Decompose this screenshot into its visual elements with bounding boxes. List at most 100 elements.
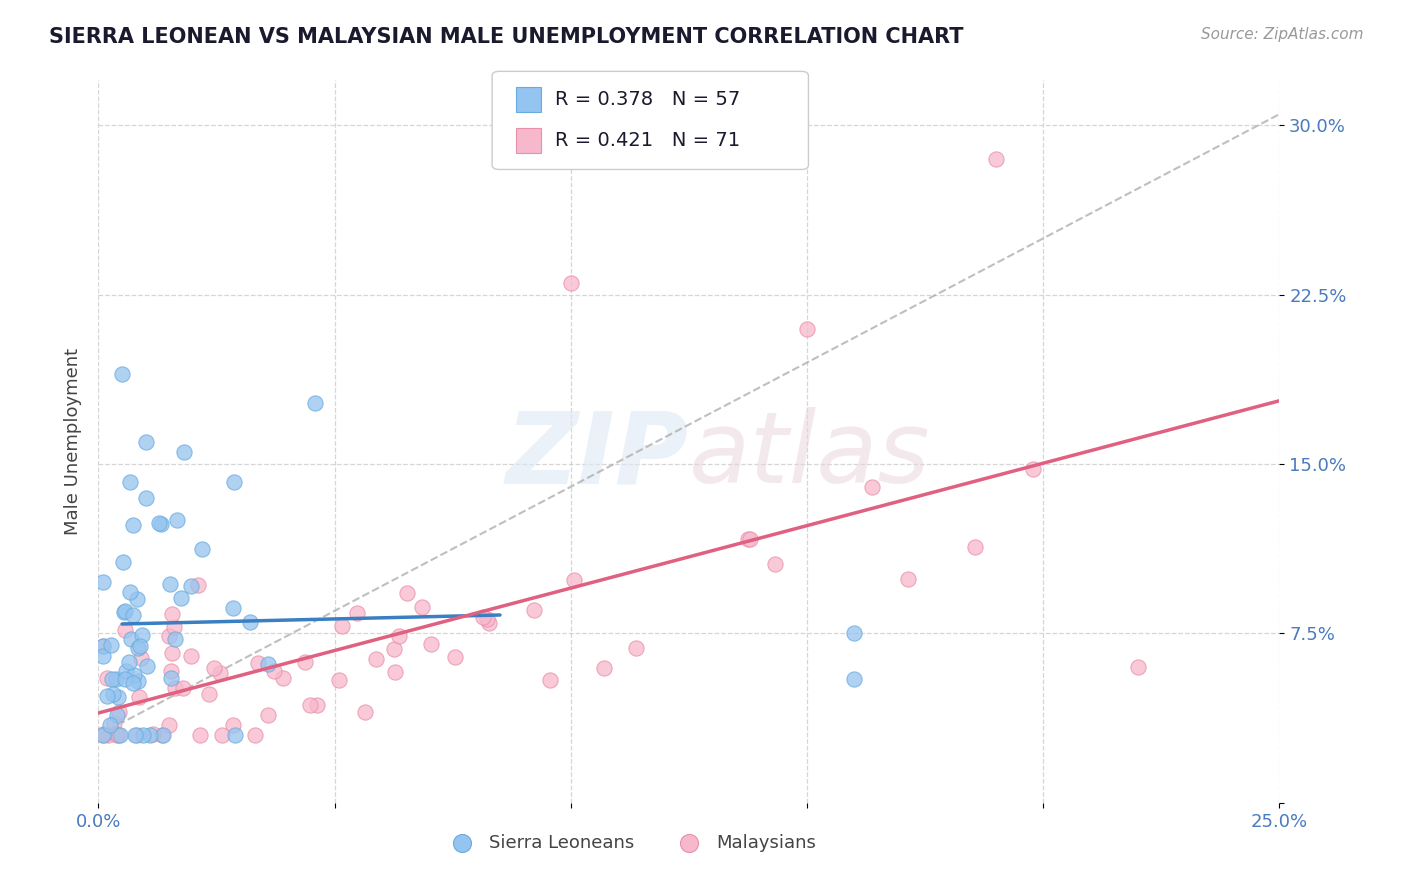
Point [96, 690, 118, 704]
Point [108, 705, 131, 719]
Point [100, 638, 122, 652]
Point [104, 727, 127, 741]
Point [239, 615, 262, 629]
Point [246, 656, 269, 670]
Point [135, 659, 157, 673]
Point [128, 690, 150, 704]
Point [304, 396, 326, 410]
Point [114, 664, 136, 678]
Point [796, 321, 818, 335]
Point [180, 648, 202, 663]
Point [125, 728, 148, 742]
Point [388, 629, 411, 643]
Point [91, 574, 114, 589]
Point [763, 557, 786, 571]
Point [108, 728, 131, 742]
Point [114, 672, 136, 686]
Text: ZIP: ZIP [506, 408, 689, 505]
Point [420, 637, 443, 651]
Point [111, 367, 134, 381]
Point [222, 718, 245, 732]
Point [121, 517, 143, 532]
Point [472, 609, 495, 624]
Point [190, 541, 212, 556]
Point [844, 626, 866, 640]
Point [172, 681, 194, 696]
Point [91, 728, 114, 742]
Point [198, 687, 221, 701]
Point [224, 728, 246, 742]
Point [118, 585, 141, 599]
Point [170, 591, 193, 606]
Point [478, 615, 501, 630]
Point [294, 655, 316, 669]
Point [112, 605, 135, 619]
Point [117, 655, 139, 669]
Point [114, 604, 136, 618]
Point [107, 728, 129, 742]
Point [148, 516, 170, 530]
Point [157, 717, 180, 731]
Point [91, 727, 114, 741]
Point [91, 648, 114, 663]
Point [208, 665, 231, 680]
Text: atlas: atlas [689, 408, 931, 505]
Point [160, 671, 183, 685]
Point [245, 728, 267, 742]
Point [122, 608, 145, 623]
Point [105, 707, 128, 722]
Point [142, 727, 165, 741]
Point [384, 665, 406, 679]
Point [107, 690, 129, 704]
Point [332, 618, 354, 632]
Point [152, 728, 174, 742]
Legend: Sierra Leoneans, Malaysians: Sierra Leoneans, Malaysians [437, 826, 823, 859]
Point [444, 649, 467, 664]
Text: SIERRA LEONEAN VS MALAYSIAN MALE UNEMPLOYMENT CORRELATION CHART: SIERRA LEONEAN VS MALAYSIAN MALE UNEMPLO… [49, 27, 963, 46]
Point [165, 681, 187, 695]
Point [118, 475, 141, 490]
Point [860, 480, 883, 494]
Point [124, 728, 146, 742]
Point [562, 573, 585, 587]
Point [257, 708, 280, 723]
Point [560, 277, 582, 291]
Point [222, 600, 245, 615]
Point [163, 620, 186, 634]
Point [263, 664, 285, 678]
Point [103, 687, 125, 701]
Point [129, 639, 152, 653]
Point [396, 586, 419, 600]
Point [844, 672, 866, 686]
Point [984, 153, 1007, 167]
Point [125, 591, 148, 606]
Point [127, 640, 149, 655]
Point [160, 665, 183, 679]
Point [91, 639, 114, 653]
Point [738, 533, 761, 547]
Point [135, 434, 157, 449]
Point [896, 572, 918, 586]
Point [114, 623, 136, 637]
Point [224, 475, 246, 490]
Point [103, 715, 125, 730]
Point [150, 516, 173, 531]
Text: Source: ZipAtlas.com: Source: ZipAtlas.com [1201, 27, 1364, 42]
Point [737, 532, 759, 546]
Point [150, 728, 173, 742]
Point [382, 641, 405, 656]
Point [97, 728, 120, 742]
Point [96, 671, 118, 685]
Point [105, 672, 128, 686]
Point [305, 698, 328, 713]
Point [411, 600, 433, 615]
Point [592, 661, 614, 675]
Point [121, 675, 143, 690]
Point [187, 578, 209, 592]
Point [160, 607, 183, 621]
Point [139, 728, 162, 742]
Point [298, 698, 321, 713]
Point [132, 728, 155, 742]
Point [112, 555, 135, 569]
Point [163, 632, 186, 646]
